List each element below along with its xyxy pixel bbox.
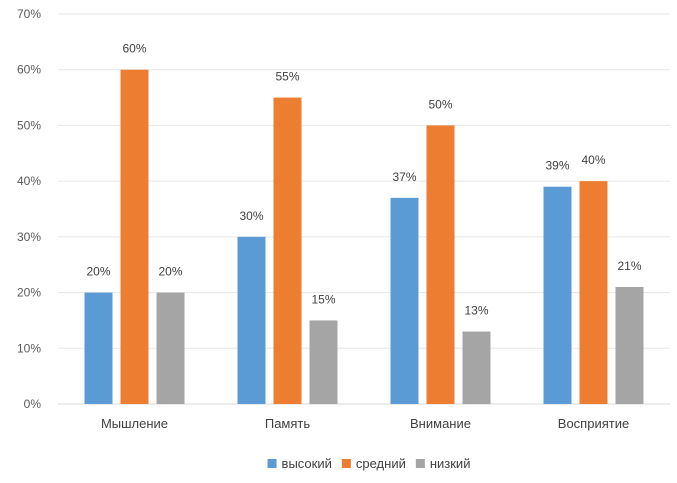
bar-низкий-Мышление (156, 292, 185, 404)
legend-swatch-низкий (415, 459, 425, 468)
bar-высокий-Память (237, 236, 266, 404)
legend-swatch-средний (341, 459, 351, 468)
x-category-label: Память (265, 416, 311, 431)
y-tick-label: 30% (17, 230, 41, 244)
x-category-label: Мышление (101, 416, 168, 431)
data-label: 50% (428, 97, 452, 111)
gridlines (58, 13, 670, 405)
data-label: 37% (392, 170, 416, 184)
data-label: 20% (86, 265, 110, 279)
y-tick-label: 60% (17, 63, 41, 77)
y-tick-label: 40% (17, 174, 41, 188)
data-label: 20% (158, 265, 182, 279)
data-label: 39% (545, 159, 569, 173)
y-tick-label: 50% (17, 118, 41, 132)
data-label: 21% (617, 259, 641, 273)
bar-низкий-Восприятие (615, 287, 644, 404)
y-tick-label: 70% (17, 7, 41, 21)
legend-swatch-высокий (267, 459, 277, 468)
x-category-label: Внимание (410, 416, 471, 431)
data-label: 13% (464, 304, 488, 318)
bar-высокий-Восприятие (543, 186, 572, 404)
legend-label: высокий (282, 456, 332, 471)
bars (84, 69, 644, 405)
data-label: 55% (275, 70, 299, 84)
bar-высокий-Мышление (84, 292, 113, 404)
data-label: 30% (239, 209, 263, 223)
bar-средний-Память (273, 97, 302, 405)
data-label: 40% (581, 153, 605, 167)
y-tick-label: 10% (17, 341, 41, 355)
bar-низкий-Память (309, 320, 338, 404)
legend: высокий средний низкий (267, 456, 471, 471)
data-labels: 20% 60% 20% 30% 55% 15% 37% 50% 13% 39% 40% 21% (86, 42, 641, 318)
bar-низкий-Внимание (462, 331, 491, 404)
y-axis: 0% 10% 20% 30% 40% 50% 60% 70% (17, 7, 41, 411)
x-axis: Мышление Память Внимание Восприятие (101, 416, 629, 431)
bar-средний-Восприятие (579, 181, 608, 404)
data-label: 60% (122, 42, 146, 56)
x-category-label: Восприятие (558, 416, 629, 431)
data-label: 15% (311, 292, 335, 306)
bar-средний-Мышление (120, 69, 149, 404)
bar-высокий-Внимание (390, 197, 419, 404)
y-tick-label: 20% (17, 286, 41, 300)
bar-средний-Внимание (426, 125, 455, 404)
legend-label: низкий (430, 456, 471, 471)
legend-label: средний (356, 456, 406, 471)
y-tick-label: 0% (24, 397, 42, 411)
